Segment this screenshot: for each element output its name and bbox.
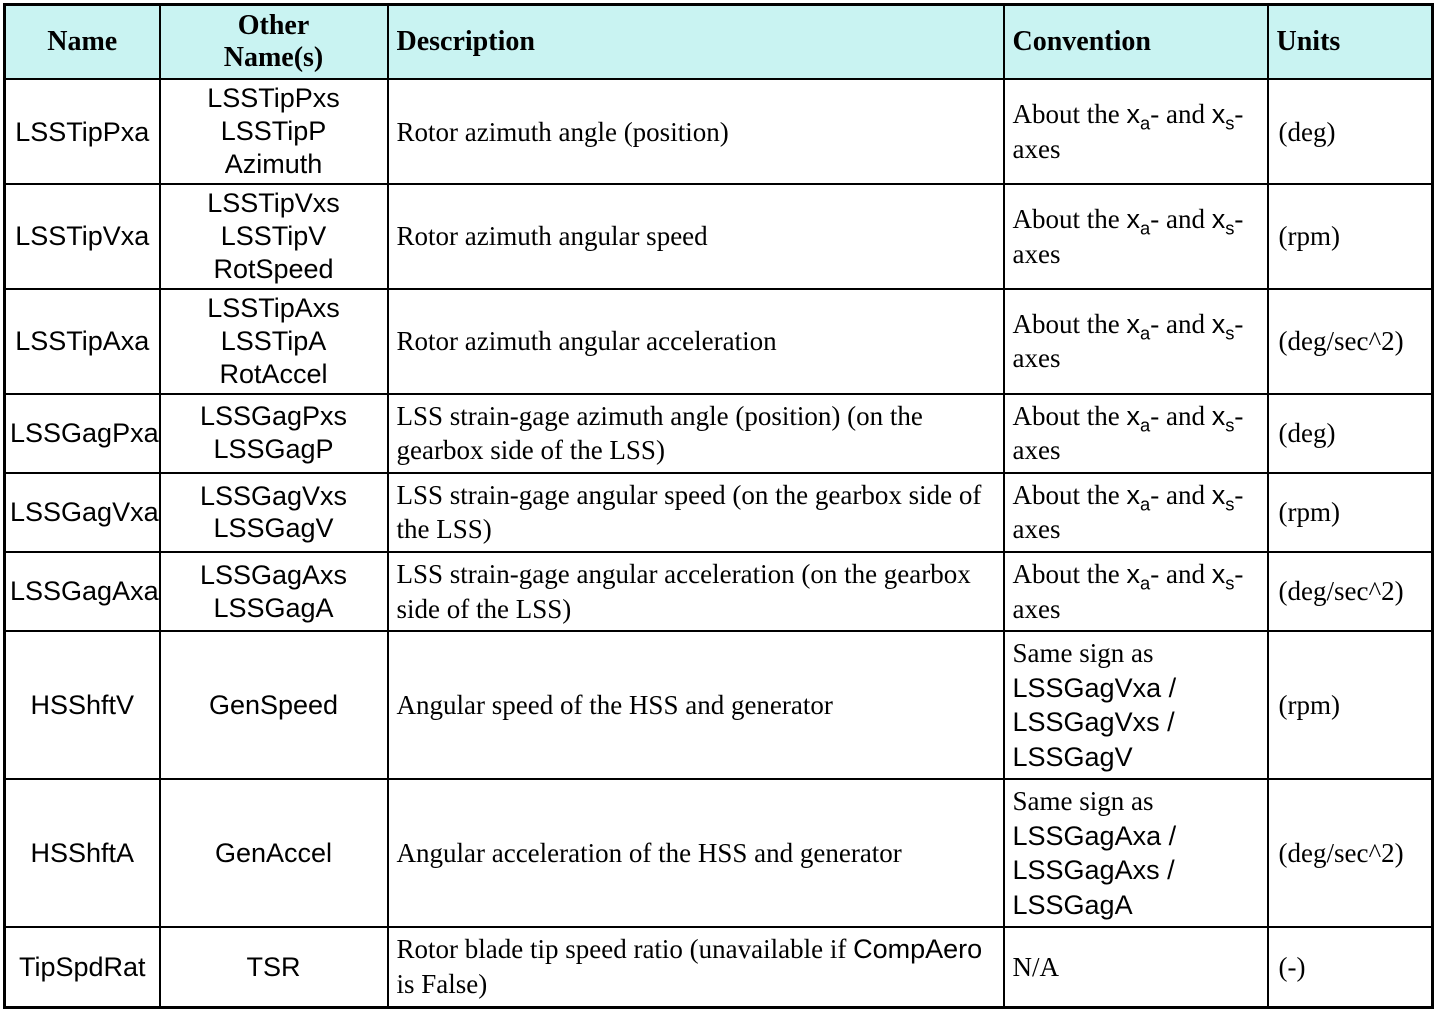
description-cell: LSS strain-gage angular speed (on the ge… — [386, 471, 1005, 554]
units-cell: (rpm) — [1266, 183, 1434, 290]
table-row: LSSGagAxa LSSGagAxs LSSGagA LSS strain-g… — [3, 550, 1434, 633]
description-cell: LSS strain-gage angular acceleration (on… — [386, 550, 1005, 633]
convention-cell: Same sign as LSSGagVxa / LSSGagVxs / LSS… — [1002, 630, 1269, 781]
description-cell: Angular speed of the HSS and generator — [386, 630, 1005, 781]
convention-cell: About the xa- and xs-axes — [1002, 550, 1269, 633]
name-cell: LSSTipPxa — [3, 78, 161, 186]
table-row: LSSTipAxa LSSTipAxs LSSTipA RotAccel Rot… — [3, 288, 1434, 395]
other-names-cell: GenAccel — [158, 778, 389, 929]
header-convention: Convention — [1002, 3, 1269, 81]
name-cell: LSSTipAxa — [3, 288, 161, 395]
header-other-names: Other Name(s) — [158, 3, 389, 81]
header-name: Name — [3, 3, 161, 81]
description-cell: Angular acceleration of the HSS and gene… — [386, 778, 1005, 929]
units-cell: (-) — [1266, 926, 1434, 1009]
description-cell: Rotor azimuth angular speed — [386, 183, 1005, 290]
units-cell: (deg/sec^2) — [1266, 288, 1434, 395]
description-cell: Rotor azimuth angular acceleration — [386, 288, 1005, 395]
convention-cell: Same sign as LSSGagAxa / LSSGagAxs / LSS… — [1002, 778, 1269, 929]
other-names-cell: TSR — [158, 926, 389, 1009]
convention-cell: N/A — [1002, 926, 1269, 1009]
header-units: Units — [1266, 3, 1434, 81]
units-cell: (deg/sec^2) — [1266, 550, 1434, 633]
name-cell: LSSGagPxa — [3, 392, 161, 474]
table-row: HSShftA GenAccel Angular acceleration of… — [3, 778, 1434, 929]
units-cell: (rpm) — [1266, 630, 1434, 781]
table-row: HSShftV GenSpeed Angular speed of the HS… — [3, 630, 1434, 781]
units-cell: (rpm) — [1266, 471, 1434, 554]
convention-cell: About the xa- and xs-axes — [1002, 288, 1269, 395]
table-row: TipSpdRat TSR Rotor blade tip speed rati… — [3, 926, 1434, 1009]
name-cell: HSShftA — [3, 778, 161, 929]
header-description: Description — [386, 3, 1005, 81]
other-names-cell: LSSGagVxs LSSGagV — [158, 471, 389, 554]
name-cell: LSSTipVxa — [3, 183, 161, 290]
other-names-cell: GenSpeed — [158, 630, 389, 781]
convention-cell: About the xa- and xs-axes — [1002, 78, 1269, 186]
convention-cell: About the xa- and xs-axes — [1002, 471, 1269, 554]
name-cell: HSShftV — [3, 630, 161, 781]
description-cell: LSS strain-gage azimuth angle (position)… — [386, 392, 1005, 474]
other-names-cell: LSSTipAxs LSSTipA RotAccel — [158, 288, 389, 395]
header-row: Name Other Name(s) Description Conventio… — [3, 3, 1434, 81]
description-cell: Rotor blade tip speed ratio (unavailable… — [386, 926, 1005, 1009]
convention-cell: About the xa- and xs-axes — [1002, 183, 1269, 290]
units-cell: (deg/sec^2) — [1266, 778, 1434, 929]
table-row: LSSGagPxa LSSGagPxs LSSGagP LSS strain-g… — [3, 392, 1434, 474]
other-names-cell: LSSGagPxs LSSGagP — [158, 392, 389, 474]
name-cell: TipSpdRat — [3, 926, 161, 1009]
units-cell: (deg) — [1266, 78, 1434, 186]
other-names-cell: LSSGagAxs LSSGagA — [158, 550, 389, 633]
name-cell: LSSGagVxa — [3, 471, 161, 554]
parameters-table: Name Other Name(s) Description Conventio… — [3, 3, 1434, 1009]
description-cell: Rotor azimuth angle (position) — [386, 78, 1005, 186]
other-names-cell: LSSTipVxs LSSTipV RotSpeed — [158, 183, 389, 290]
units-cell: (deg) — [1266, 392, 1434, 474]
name-cell: LSSGagAxa — [3, 550, 161, 633]
table-row: LSSTipVxa LSSTipVxs LSSTipV RotSpeed Rot… — [3, 183, 1434, 290]
table-row: LSSGagVxa LSSGagVxs LSSGagV LSS strain-g… — [3, 471, 1434, 554]
table-row: LSSTipPxa LSSTipPxs LSSTipP Azimuth Roto… — [3, 78, 1434, 186]
other-names-cell: LSSTipPxs LSSTipP Azimuth — [158, 78, 389, 186]
convention-cell: About the xa- and xs-axes — [1002, 392, 1269, 474]
